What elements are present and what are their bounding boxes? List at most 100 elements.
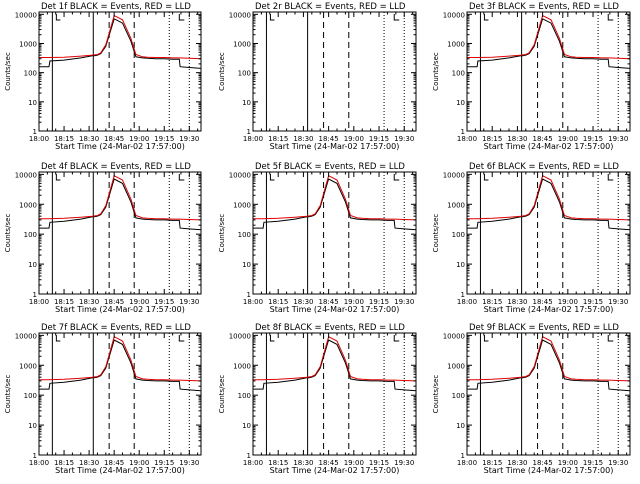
x-tick-label: 19:15 (154, 298, 174, 306)
x-tick-label: 19:30 (179, 459, 199, 467)
series-events-line (253, 339, 416, 392)
y-tick-label: 1 (247, 452, 251, 460)
y-tick-label: 100 (24, 70, 37, 78)
plot-frame (38, 171, 202, 295)
y-tick-label: 10 (456, 99, 465, 107)
x-tick-label: 18:45 (533, 135, 553, 143)
marker-tag (178, 335, 185, 342)
panel-title: Det 1f BLACK = Events, RED = LLD (41, 2, 191, 12)
x-tick-label: 19:30 (394, 135, 414, 143)
x-tick-label: 18:00 (243, 298, 263, 306)
x-tick-label: 18:45 (533, 298, 553, 306)
x-tick-label: 18:15 (482, 298, 502, 306)
x-tick-label: 19:15 (583, 298, 603, 306)
y-axis-label: Counts/sec (218, 375, 226, 414)
marker-tag (483, 174, 489, 181)
x-axis-label: Start Time (24-Mar-02 17:57:00) (484, 466, 614, 475)
y-tick-label: 10 (456, 261, 465, 269)
plot-area (467, 12, 630, 131)
marker-tag (178, 14, 185, 21)
marker-tag (178, 174, 185, 181)
y-tick-label: 1 (461, 128, 465, 136)
x-tick-label: 18:30 (79, 135, 99, 143)
series-lld-line (39, 14, 201, 60)
x-tick-label: 18:45 (319, 135, 339, 143)
y-tick-label: 10 (242, 422, 251, 430)
detector-panel-6: Det 6f BLACK = Events, RED = LLD 1 10 100 10… (432, 162, 631, 314)
x-tick-label: 18:30 (293, 298, 313, 306)
y-tick-label: 1 (33, 452, 37, 460)
y-tick-label: 1000 (447, 362, 465, 370)
y-axis-label: Counts/sec (218, 214, 226, 253)
x-tick-label: 19:15 (154, 135, 174, 143)
y-axis-label: Counts/sec (218, 52, 226, 91)
plot-frame (252, 332, 417, 456)
marker-tag (393, 14, 400, 21)
series-events-line (467, 18, 630, 69)
marker-tag (393, 335, 400, 342)
x-tick-label: 19:00 (344, 459, 364, 467)
y-tick-label: 10000 (229, 171, 251, 179)
y-tick-label: 10 (242, 99, 251, 107)
y-tick-label: 10 (242, 261, 251, 269)
detector-panel-5: Det 5f BLACK = Events, RED = LLD 1 10 100 10… (218, 162, 417, 314)
x-tick-label: 18:45 (319, 459, 339, 467)
y-tick-label: 10 (456, 422, 465, 430)
detector-panel-9: Det 9f BLACK = Events, RED = LLD 1 10 100 10… (432, 323, 631, 475)
y-tick-label: 100 (452, 70, 465, 78)
marker-tag (483, 335, 489, 342)
y-tick-label: 10000 (15, 332, 37, 340)
x-tick-label: 18:45 (104, 298, 124, 306)
panel-title: Det 6f BLACK = Events, RED = LLD (469, 162, 619, 172)
x-tick-label: 19:30 (394, 459, 414, 467)
panel-title: Det 4f BLACK = Events, RED = LLD (41, 162, 191, 172)
x-tick-label: 18:30 (507, 459, 527, 467)
y-tick-label: 10 (28, 422, 37, 430)
y-tick-label: 10000 (229, 332, 251, 340)
y-tick-label: 10 (28, 99, 37, 107)
y-axis-label: Counts/sec (4, 375, 12, 414)
y-tick-label: 1000 (19, 201, 37, 209)
plot-area (39, 172, 201, 294)
y-tick-label: 100 (24, 392, 37, 400)
x-tick-label: 18:45 (104, 135, 124, 143)
x-tick-label: 18:15 (54, 459, 74, 467)
x-tick-label: 19:00 (558, 135, 578, 143)
series-lld-line (467, 174, 630, 221)
x-tick-label: 19:00 (344, 298, 364, 306)
y-tick-label: 100 (452, 231, 465, 239)
panel-title: Det 3f BLACK = Events, RED = LLD (469, 2, 619, 12)
marker-tag (269, 174, 275, 181)
x-tick-label: 18:00 (29, 459, 49, 467)
y-tick-label: 100 (452, 392, 465, 400)
x-tick-label: 18:15 (54, 298, 74, 306)
x-tick-label: 18:45 (104, 459, 124, 467)
plot-frame (252, 11, 417, 132)
x-tick-label: 19:00 (558, 298, 578, 306)
x-tick-label: 19:30 (608, 135, 628, 143)
y-axis-label: Counts/sec (4, 52, 12, 91)
x-tick-label: 18:00 (457, 459, 477, 467)
plot-frame (38, 11, 202, 132)
marker-tag (269, 14, 275, 21)
x-tick-label: 19:15 (369, 459, 389, 467)
detector-panel-1: Det 1f BLACK = Events, RED = LLD 1 10 100 10… (4, 2, 202, 151)
series-events-line (39, 178, 201, 231)
y-tick-label: 1000 (19, 40, 37, 48)
y-axis-label: Counts/sec (432, 375, 440, 414)
y-tick-label: 1 (461, 291, 465, 299)
series-events-line (467, 339, 630, 392)
series-events-line (253, 178, 416, 231)
x-tick-label: 18:30 (293, 459, 313, 467)
y-tick-label: 10000 (443, 171, 465, 179)
y-tick-label: 1000 (447, 40, 465, 48)
series-lld-line (253, 174, 416, 221)
y-tick-label: 10000 (229, 11, 251, 19)
plot-frame (466, 171, 631, 295)
x-axis-label: Start Time (24-Mar-02 17:57:00) (55, 305, 185, 314)
marker-tag (483, 14, 489, 21)
marker-tag (607, 14, 614, 21)
x-tick-label: 19:00 (558, 459, 578, 467)
x-axis-label: Start Time (24-Mar-02 17:57:00) (55, 142, 185, 151)
